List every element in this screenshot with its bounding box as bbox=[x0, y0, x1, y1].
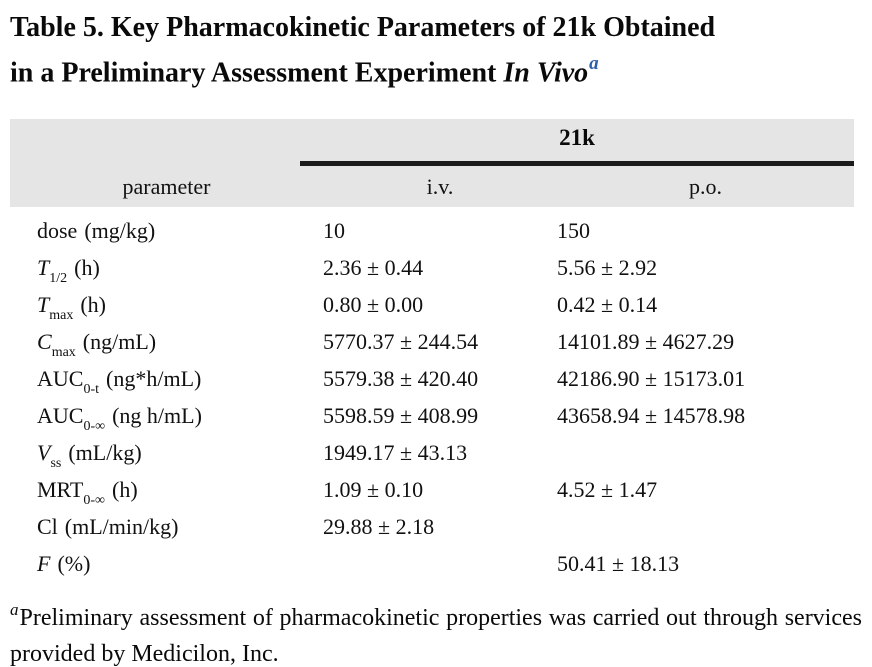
param-symbol: MRT bbox=[37, 476, 84, 502]
table-title-line1: Table 5. Key Pharmacokinetic Parameters … bbox=[10, 12, 716, 43]
param-unit: (mL/kg) bbox=[68, 439, 142, 465]
iv-value: 5598.59 ± 408.99 bbox=[323, 402, 479, 428]
table-title: Table 5. Key Pharmacokinetic Parameters … bbox=[0, 0, 872, 92]
param-subscript: ss bbox=[50, 456, 62, 472]
param-unit: (ng/mL) bbox=[82, 328, 157, 354]
po-value: 150 bbox=[557, 217, 590, 243]
column-header-po: p.o. bbox=[689, 174, 722, 200]
param-subscript: max bbox=[49, 308, 74, 324]
param-symbol: AUC bbox=[37, 402, 84, 428]
table-row-t-half: T1/2 (h) 2.36 ± 0.44 5.56 ± 2.92 bbox=[10, 249, 854, 286]
table-row-auc-0t: AUC0-t (ng*h/mL) 5579.38 ± 420.40 42186.9… bbox=[10, 360, 854, 397]
param-symbol: C bbox=[37, 328, 52, 354]
param-unit: (h) bbox=[74, 254, 100, 280]
po-value: 42186.90 ± 15173.01 bbox=[557, 365, 746, 391]
po-value: 50.41 ± 18.13 bbox=[557, 550, 680, 576]
param-subscript: max bbox=[51, 345, 76, 361]
footnote-marker: a bbox=[10, 600, 19, 620]
table-header-band: 21k parameter i.v. p.o. bbox=[10, 119, 854, 208]
param-subscript: 1/2 bbox=[49, 271, 68, 287]
param-symbol: T bbox=[37, 254, 50, 280]
title-footnote-marker: a bbox=[589, 53, 599, 74]
table-title-emphasis: In Vivo bbox=[503, 57, 589, 89]
iv-value: 1.09 ± 0.10 bbox=[323, 476, 424, 502]
param-symbol: Cl bbox=[37, 513, 58, 539]
table-row-v-ss: Vss (mL/kg) 1949.17 ± 43.13 bbox=[10, 434, 854, 471]
param-unit: (h) bbox=[112, 476, 138, 502]
iv-value: 1949.17 ± 43.13 bbox=[323, 439, 468, 465]
param-symbol: F bbox=[37, 550, 51, 576]
iv-value: 5770.37 ± 244.54 bbox=[323, 328, 479, 354]
param-symbol: AUC bbox=[37, 365, 84, 391]
param-symbol: dose bbox=[37, 217, 78, 243]
param-cell: Vss (mL/kg) bbox=[10, 439, 323, 471]
param-unit: (ng h/mL) bbox=[112, 402, 202, 428]
param-symbol: V bbox=[37, 439, 51, 465]
iv-value: 2.36 ± 0.44 bbox=[323, 254, 424, 280]
table-row-c-max: Cmax (ng/mL) 5770.37 ± 244.54 14101.89 ± … bbox=[10, 323, 854, 360]
param-subscript: 0-∞ bbox=[83, 493, 106, 509]
footnote-text: Preliminary assessment of pharmacokineti… bbox=[10, 605, 862, 667]
table-row-t-max: Tmax (h) 0.80 ± 0.00 0.42 ± 0.14 bbox=[10, 286, 854, 323]
column-header-parameter: parameter bbox=[122, 174, 211, 200]
table-body: dose (mg/kg) 10 150 T1/2 (h) 2.36 ± 0.44 5… bbox=[10, 207, 854, 582]
param-cell: Tmax (h) bbox=[10, 291, 323, 323]
iv-value: 10 bbox=[323, 217, 345, 243]
table-title-line2: in a Preliminary Assessment Experiment bbox=[10, 57, 504, 89]
param-cell: AUC0-t (ng*h/mL) bbox=[10, 365, 323, 397]
column-headers-row: parameter i.v. p.o. bbox=[10, 174, 854, 200]
table-row-cl: Cl (mL/min/kg) 29.88 ± 2.18 bbox=[10, 508, 854, 545]
table-row-auc-0inf: AUC0-∞ (ng h/mL) 5598.59 ± 408.99 43658.9… bbox=[10, 397, 854, 434]
param-unit: (%) bbox=[57, 550, 91, 576]
group-header-rule bbox=[300, 161, 854, 167]
param-unit: (ng*h/mL) bbox=[106, 365, 202, 391]
param-cell: Cl (mL/min/kg) bbox=[10, 514, 323, 540]
param-cell: AUC0-∞ (ng h/mL) bbox=[10, 402, 323, 434]
table-row-dose: dose (mg/kg) 10 150 bbox=[10, 212, 854, 249]
param-cell: Cmax (ng/mL) bbox=[10, 328, 323, 360]
table-row-mrt: MRT0-∞ (h) 1.09 ± 0.10 4.52 ± 1.47 bbox=[10, 471, 854, 508]
param-cell: T1/2 (h) bbox=[10, 254, 323, 286]
po-value: 5.56 ± 2.92 bbox=[557, 254, 658, 280]
param-symbol: T bbox=[37, 291, 50, 317]
table-row-f: F (%) 50.41 ± 18.13 bbox=[10, 545, 854, 582]
po-value: 14101.89 ± 4627.29 bbox=[557, 328, 735, 354]
param-cell: dose (mg/kg) bbox=[10, 218, 323, 244]
iv-value: 0.80 ± 0.00 bbox=[323, 291, 424, 317]
po-value: 0.42 ± 0.14 bbox=[557, 291, 658, 317]
param-unit: (mg/kg) bbox=[84, 217, 156, 243]
iv-value: 5579.38 ± 420.40 bbox=[323, 365, 479, 391]
po-value: 4.52 ± 1.47 bbox=[557, 476, 658, 502]
table-footnote: aPreliminary assessment of pharmacokinet… bbox=[10, 593, 862, 667]
param-cell: F (%) bbox=[10, 551, 323, 577]
param-subscript: 0-t bbox=[83, 382, 100, 398]
iv-value: 29.88 ± 2.18 bbox=[323, 513, 435, 539]
param-unit: (h) bbox=[80, 291, 107, 317]
param-cell: MRT0-∞ (h) bbox=[10, 476, 323, 508]
param-subscript: 0-∞ bbox=[83, 419, 106, 435]
column-header-iv: i.v. bbox=[426, 174, 454, 200]
group-header-21k: 21k bbox=[559, 125, 595, 151]
po-value: 43658.94 ± 14578.98 bbox=[557, 402, 746, 428]
param-unit: (mL/min/kg) bbox=[64, 513, 179, 539]
